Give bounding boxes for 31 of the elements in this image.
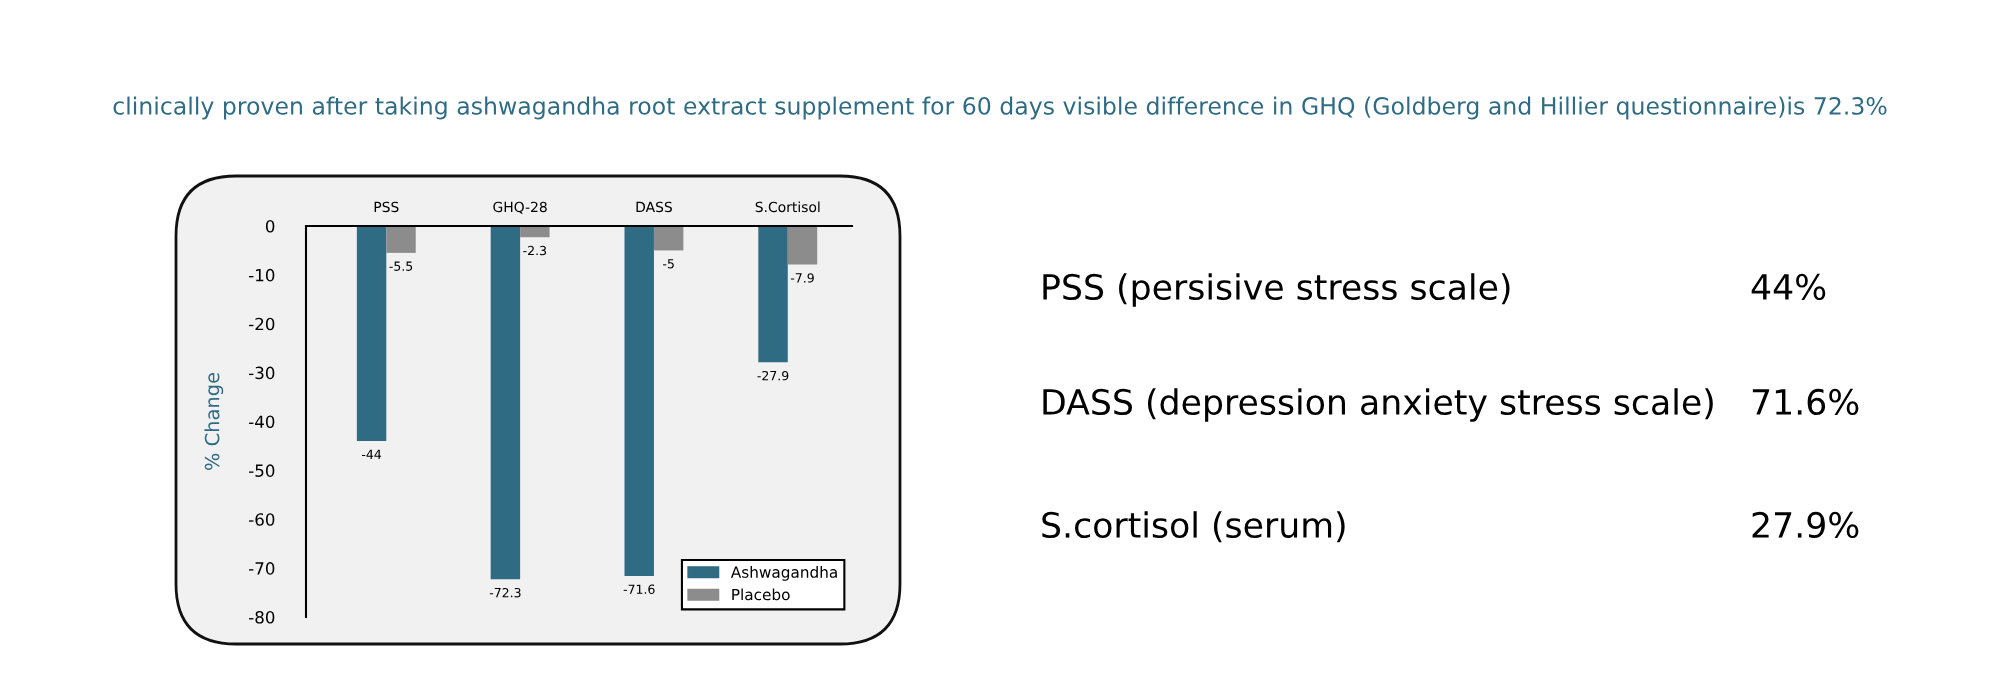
text: clinically proven after taking ashwagandha root extract supplement for 60 days visible difference in GHQ (Goldberg and Hillier questionnaire)is 72.3% [113,96,1887,120]
text: 27.9% [1752,511,1859,539]
data-label: -44 [361,449,382,459]
x-tick-label: S.Cortisol [755,201,820,213]
data-label: -5.5 [389,261,413,271]
data-label: -7.9 [790,273,814,283]
data-label: -71.6 [623,584,655,594]
category-label: PSS (persisive stress scale) [1043,273,1510,307]
y-tick-label: -50 [249,464,275,477]
y-tick-label: -40 [249,415,275,429]
x-tick-label: GHQ-28 [493,201,547,214]
y-axis-title: % Change [204,372,224,470]
data-label: -2.3 [523,245,547,256]
text: 44% [1751,273,1826,301]
legend-label: Ashwagandha [730,566,837,581]
y-tick-label: -20 [249,317,275,331]
y-tick-label: -10 [249,268,275,282]
category-label: S.cortisol (serum) [1042,511,1345,543]
text: 71.6% [1752,388,1859,416]
y-tick-label: -70 [249,562,275,575]
x-tick-label: PSS [374,201,399,213]
data-label: -72.3 [489,587,521,598]
data-label: -27.9 [757,370,789,381]
y-tick-label: -30 [249,366,275,380]
legend-label: Placebo [732,588,790,601]
category-label: DASS (depression anxiety stress scale) [1043,388,1713,422]
y-tick-label: -60 [249,513,275,526]
x-tick-label: DASS [636,201,672,213]
data-label: -5 [663,259,674,269]
y-tick-label: 0 [265,219,275,233]
y-tick-label: -80 [249,610,275,624]
